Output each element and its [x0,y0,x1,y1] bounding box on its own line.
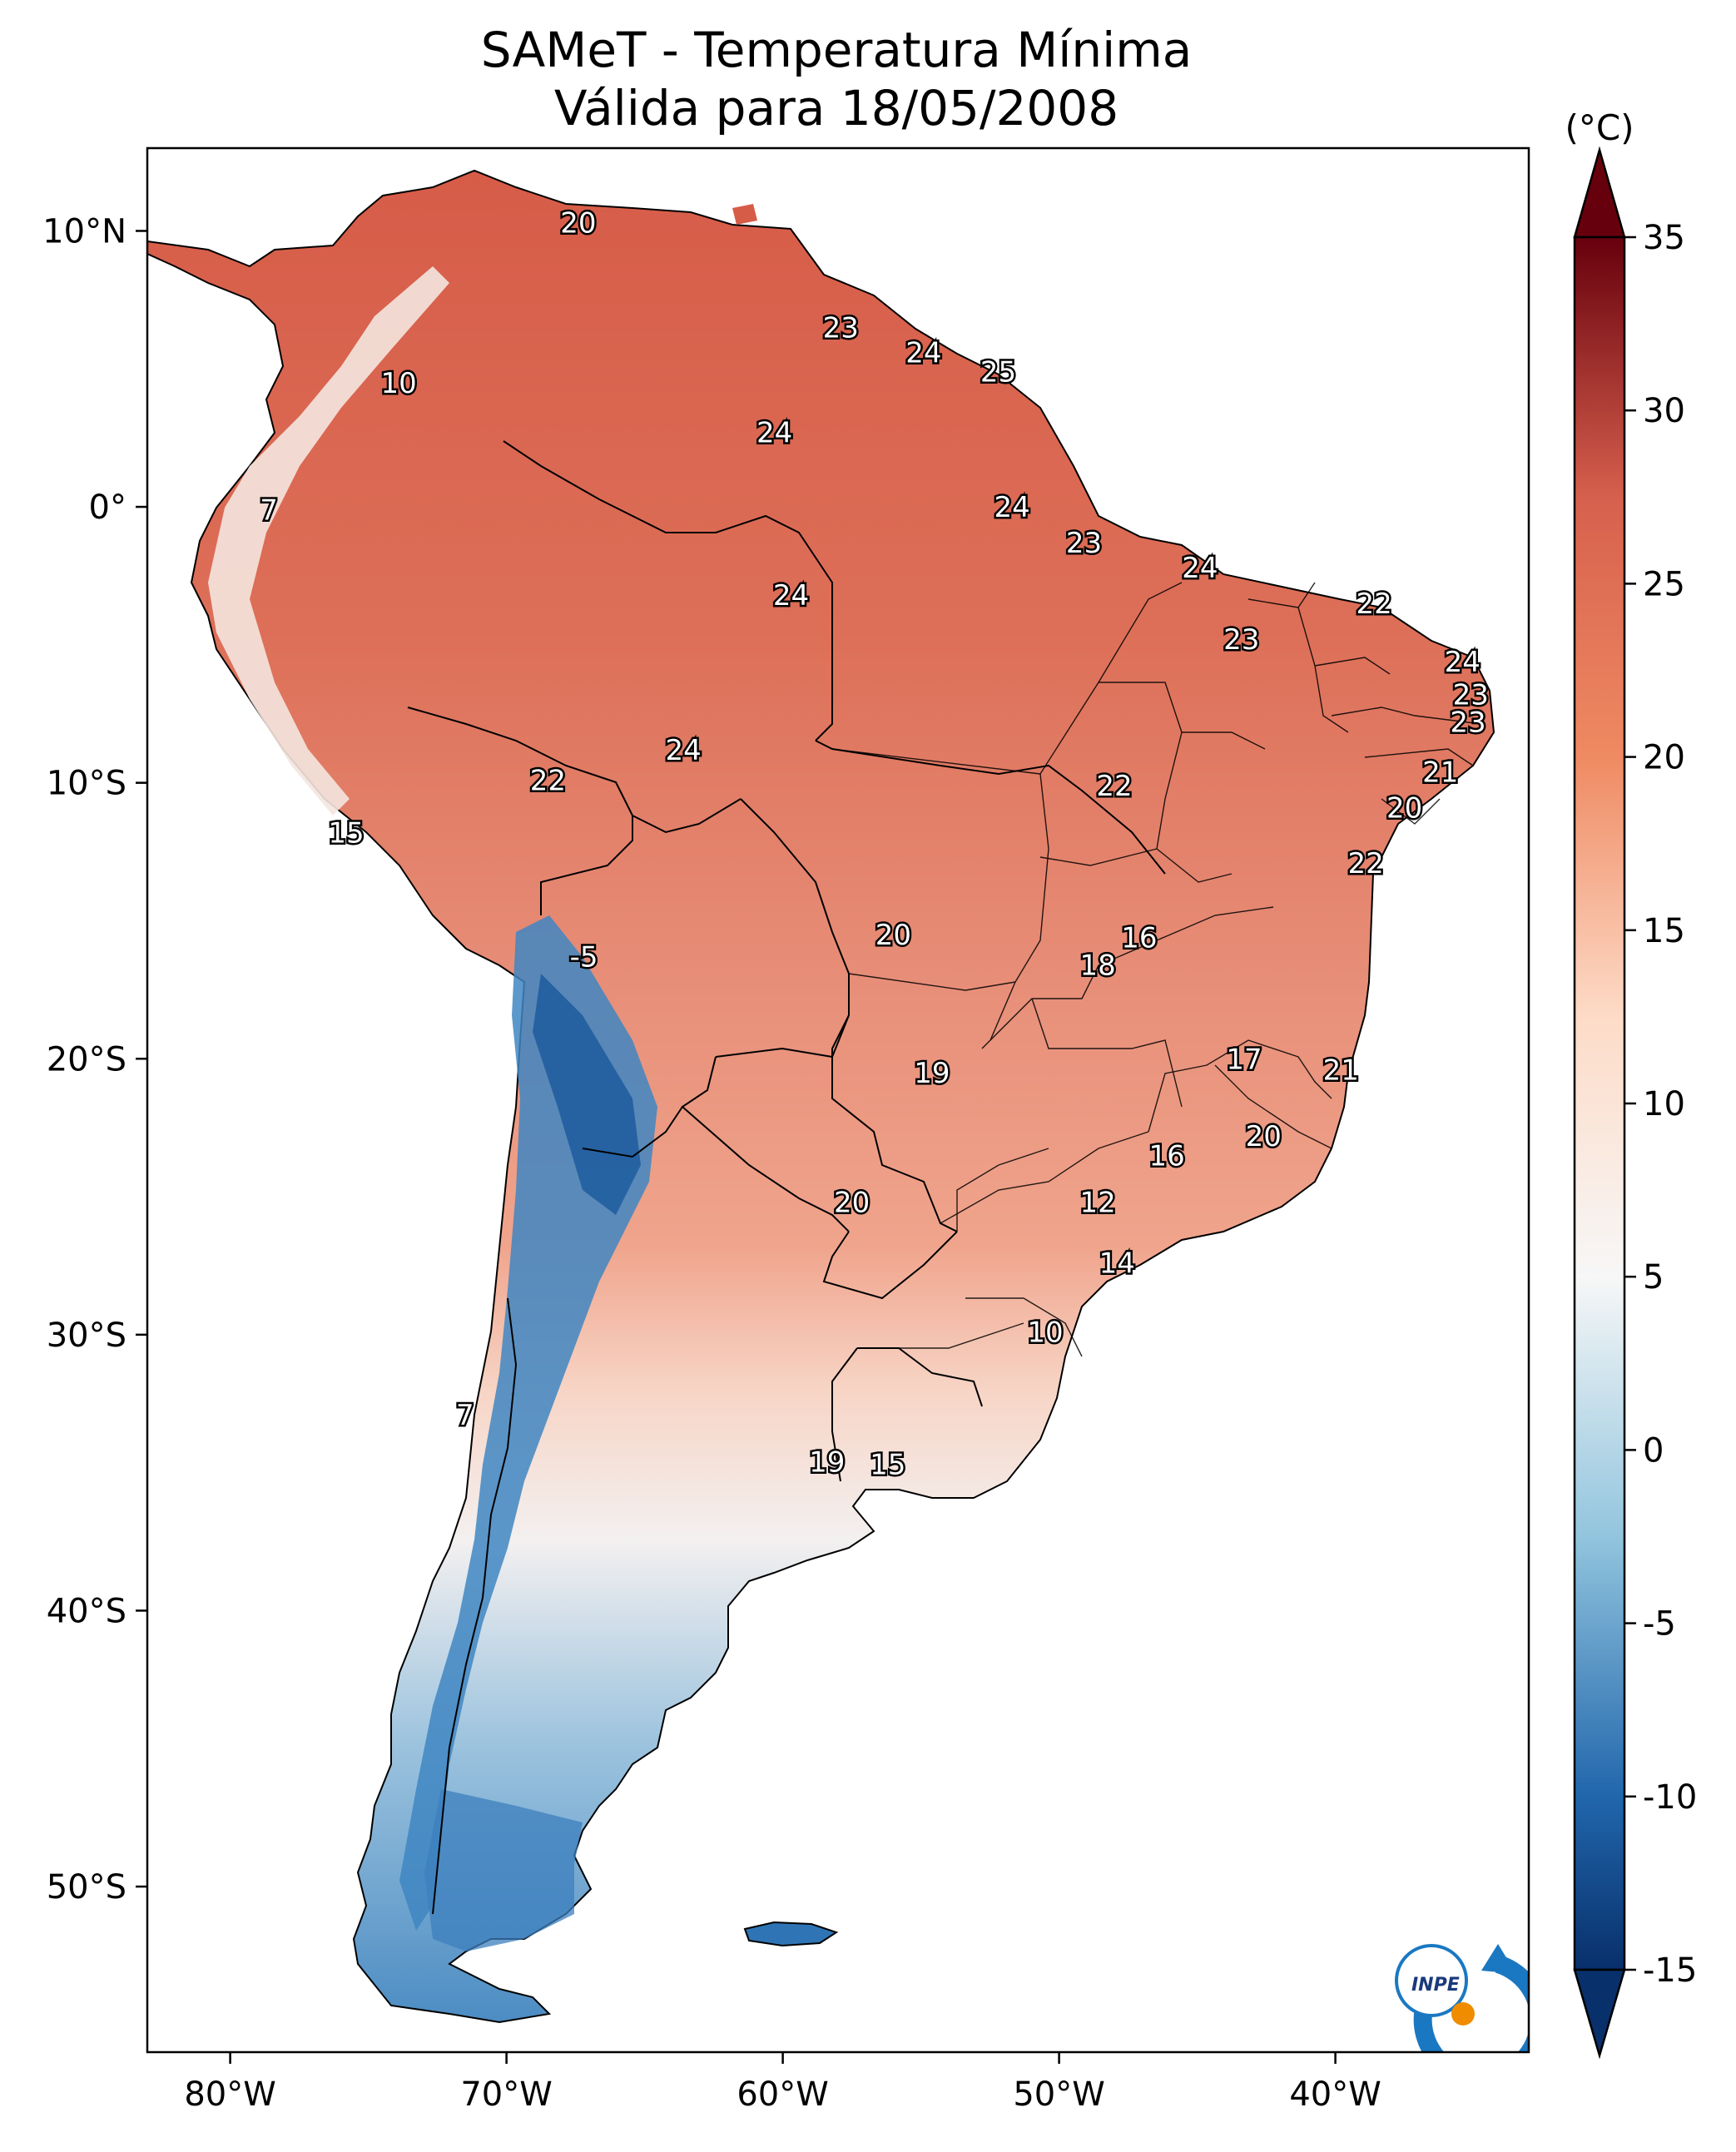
contour-label: 15 [328,816,364,850]
contour-label: 22 [530,764,566,797]
logo-arrow-icon [1481,1944,1516,1974]
colorbar: 35 30 25 20 15 10 5 0 -5 -10 -15 (°C) [1565,107,1697,2060]
colorbar-unit: (°C) [1565,107,1634,148]
contour-label: 23 [1066,527,1102,560]
lon-tick-label: 70°W [460,2075,552,2114]
lon-tick-label: 50°W [1013,2075,1104,2114]
falkland-islands [743,1921,839,1947]
contour-label: 20 [560,207,596,240]
lat-tick-label: 50°S [47,1868,126,1907]
lon-tick-label: 40°W [1289,2075,1381,2114]
country-borders [407,440,1166,1915]
colorbar-tick-label: -15 [1643,1951,1697,1990]
contour-label: 18 [1079,950,1115,983]
contour-label: 22 [1347,847,1383,880]
map-frame [146,146,1530,2054]
lat-tick-label: 0° [89,488,126,527]
contour-label: 21 [1422,756,1458,789]
colorbar-tick-label: 30 [1643,392,1685,430]
contour-label: 16 [1148,1139,1184,1173]
contour-label: 24 [756,417,792,450]
contour-label: 17 [1226,1043,1262,1076]
contour-label: 12 [1079,1187,1115,1220]
logo-text: INPE [1411,1975,1460,1996]
colorbar-tick-label: 25 [1643,565,1685,603]
lat-tick-label: 20°S [47,1040,126,1078]
latitude-axis: 10°N 0° 10°S 20°S 30°S 40°S 50°S [42,212,147,1907]
lat-tick-label: 30°S [47,1316,126,1355]
colorbar-tick-label: -10 [1643,1778,1697,1817]
colorbar-tick-label: 20 [1643,739,1685,777]
logo-ring-icon [1395,1944,1468,2017]
contour-label: 19 [914,1057,950,1090]
patagonia-cold-region [424,1789,583,1951]
map-subtitle: Válida para 18/05/2008 [553,80,1119,136]
lat-tick-label: 10°S [47,765,126,803]
contour-label: 22 [1096,770,1132,803]
contour-label: 19 [809,1445,845,1479]
contour-label: 24 [665,734,701,767]
contour-label: 20 [1246,1120,1282,1153]
caribbean-island [732,204,757,225]
contour-label: 24 [905,336,941,369]
contour-label: 23 [823,312,859,345]
colorbar-tick-label: 35 [1643,219,1685,257]
contour-label: 7 [456,1399,474,1432]
contour-label: 25 [980,356,1016,389]
contour-label: -5 [570,941,598,974]
contour-label: 14 [1099,1247,1135,1281]
contour-label: 7 [260,493,278,527]
contour-label: 20 [834,1187,870,1220]
lat-tick-label: 40°S [47,1592,126,1630]
contour-label: 16 [1121,921,1157,955]
colorbar-gradient [1573,236,1626,1971]
colorbar-tick-label: 15 [1643,912,1685,950]
contour-label: 10 [380,367,416,400]
contour-label: 24 [773,579,809,612]
map-title: SAMeT - Temperatura Mínima [480,22,1193,78]
state-borders [831,582,1482,1357]
colorbar-tick-label: 10 [1643,1085,1685,1123]
contour-label: 20 [1386,792,1422,826]
longitude-axis: 80°W 70°W 60°W 50°W 40°W [184,2052,1381,2114]
andes-very-cold-core [533,974,641,1215]
lat-tick-label: 10°N [42,212,126,250]
contour-label: 15 [870,1449,905,1482]
colorbar-tick-label: -5 [1643,1605,1676,1644]
logo-orange-dot-icon [1451,2002,1475,2026]
lon-tick-label: 80°W [184,2075,275,2114]
contour-label: 24 [994,491,1030,524]
contour-label: 24 [1445,646,1481,679]
contour-label: 23 [1223,623,1259,657]
contour-label: 10 [1027,1316,1063,1350]
colorbar-max-extension [1573,146,1626,239]
colorbar-ticks: 35 30 25 20 15 10 5 0 -5 -10 -15 [1624,219,1697,1990]
contour-label: 21 [1323,1054,1359,1088]
contour-label: 22 [1356,588,1391,621]
contour-label: 23 [1450,707,1486,740]
colorbar-tick-label: 5 [1643,1258,1664,1297]
contour-label: 20 [875,919,911,952]
contour-label: 24 [1182,552,1218,585]
colorbar-min-extension [1573,1968,1626,2060]
northern-andes-cool-band [208,266,449,816]
contour-label: 23 [1453,679,1489,712]
colorbar-tick-label: 0 [1643,1431,1664,1470]
lon-tick-label: 60°W [737,2075,828,2114]
